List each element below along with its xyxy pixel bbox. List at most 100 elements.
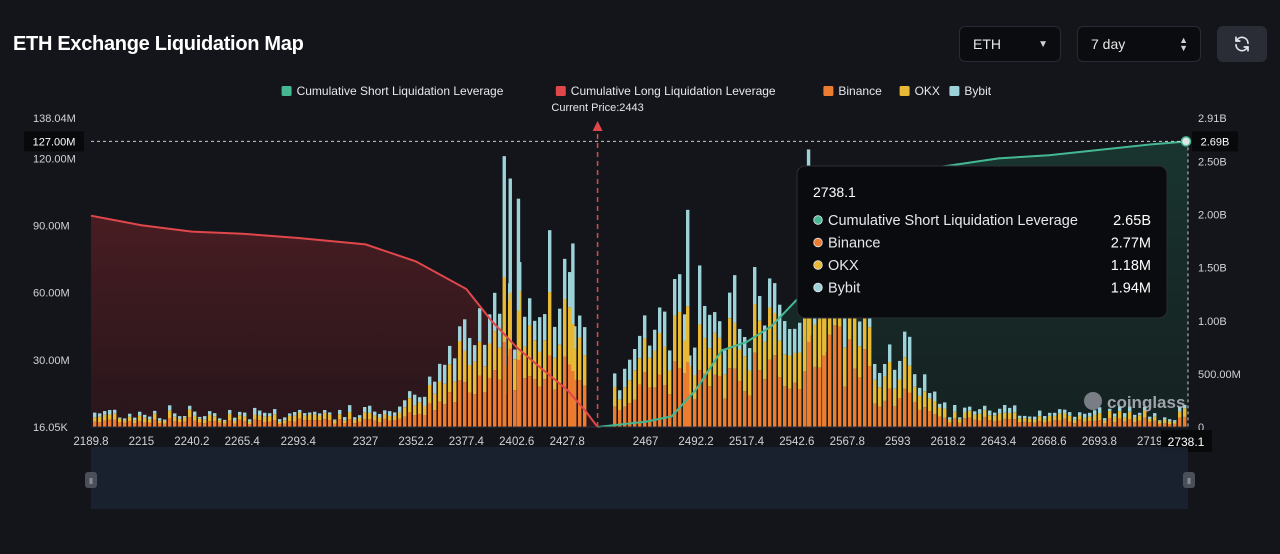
bar-stack[interactable] [988,410,992,427]
bar-stack[interactable] [1083,413,1087,427]
bar-stack[interactable] [218,418,222,427]
bar-stack[interactable] [618,390,622,427]
bar-stack[interactable] [168,405,172,427]
bar-stack[interactable] [418,397,422,427]
bar-stack[interactable] [843,316,847,427]
bar-stack[interactable] [1103,418,1107,427]
bar-stack[interactable] [398,406,402,427]
bar-stack[interactable] [953,405,957,427]
bar-stack[interactable] [673,279,677,427]
bar-stack[interactable] [478,308,482,427]
bar-stack[interactable] [1033,416,1037,427]
bar-stack[interactable] [633,348,637,427]
bar-stack[interactable] [113,409,117,427]
bar-stack[interactable] [473,345,477,427]
bar-stack[interactable] [368,405,372,427]
bar-stack[interactable] [413,394,417,427]
bar-stack[interactable] [1048,412,1052,427]
bar-stack[interactable] [1168,419,1172,427]
bar-stack[interactable] [993,412,997,427]
bar-stack[interactable] [648,345,652,427]
bar-stack[interactable] [173,413,177,427]
bar-stack[interactable] [963,407,967,427]
bar-stack[interactable] [403,400,407,427]
bar-stack[interactable] [333,419,337,427]
bar-stack[interactable] [1118,406,1122,427]
bar-stack[interactable] [388,411,392,427]
bar-stack[interactable] [923,374,927,427]
bar-stack[interactable] [898,360,902,427]
bar-stack[interactable] [763,325,767,427]
bar-stack[interactable] [263,412,267,427]
bar-stack-peak[interactable] [571,243,575,427]
bar-stack[interactable] [778,304,782,427]
bar-stack[interactable] [748,348,752,427]
bar-stack[interactable] [133,417,137,427]
bar-stack[interactable] [938,403,942,427]
bar-stack[interactable] [123,418,127,427]
bar-stack[interactable] [438,363,442,427]
bar-stack[interactable] [733,275,737,427]
bar-stack[interactable] [893,369,897,427]
bar-stack[interactable] [913,374,917,427]
bar-stack[interactable] [1138,412,1142,427]
bar-stack[interactable] [683,314,687,427]
bar-stack[interactable] [553,326,557,427]
bar-stack[interactable] [543,314,547,427]
bar-stack[interactable] [728,292,732,427]
bar-stack[interactable] [1093,410,1097,427]
bar-stack[interactable] [1128,406,1132,427]
bar-stack[interactable] [383,410,387,427]
bar-stack[interactable] [163,419,167,427]
bar-stack[interactable] [998,408,1002,427]
bar-stack[interactable] [533,320,537,427]
legend-item[interactable]: Binance [823,84,882,98]
bar-stack[interactable] [293,412,297,427]
bar-stack-peak[interactable] [516,198,521,427]
bar-stack[interactable] [363,407,367,427]
bar-stack[interactable] [1143,406,1147,427]
bar-stack[interactable] [268,413,272,427]
bar-stack[interactable] [768,278,772,427]
bar-stack[interactable] [783,321,787,427]
bar-stack[interactable] [393,412,397,427]
bar-stack[interactable] [1153,413,1157,427]
bar-stack[interactable] [1178,406,1182,427]
bar-stack[interactable] [273,409,277,427]
bar-stack[interactable] [1013,405,1017,427]
bar-stack[interactable] [548,230,552,427]
bar-stack[interactable] [773,283,777,427]
bar-stack[interactable] [213,413,217,427]
bar-stack[interactable] [753,267,757,427]
bar-stack[interactable] [1158,420,1162,427]
bar-stack[interactable] [663,311,667,427]
bar-stack[interactable] [1043,416,1047,427]
bar-stack[interactable] [878,372,882,427]
legend-item[interactable]: Bybit [949,84,992,98]
bar-stack[interactable] [563,258,567,427]
bar-stack[interactable] [1078,412,1082,427]
bar-stack[interactable] [183,416,187,427]
bar-stack[interactable] [978,409,982,427]
period-select[interactable]: 7 day ▲ ▼ [1077,26,1201,62]
bar-stack[interactable] [233,417,237,427]
bar-stack[interactable] [528,298,532,427]
bar-stack[interactable] [723,350,727,427]
bar-stack[interactable] [298,409,302,427]
bar-stack[interactable] [933,391,937,427]
bar-stack[interactable] [793,328,797,427]
bar-stack[interactable] [693,347,697,427]
bar-stack[interactable] [433,381,437,427]
bar-stack[interactable] [138,411,142,427]
bar-stack[interactable] [858,321,862,427]
bar-stack[interactable] [428,376,432,427]
bar-stack[interactable] [888,344,892,427]
bar-stack[interactable] [513,349,517,427]
bar-stack[interactable] [198,416,202,427]
bar-stack[interactable] [128,413,132,427]
bar-stack[interactable] [678,274,682,427]
bar-stack[interactable] [458,326,462,427]
bar-stack[interactable] [343,417,347,427]
bar-stack[interactable] [1123,413,1127,427]
